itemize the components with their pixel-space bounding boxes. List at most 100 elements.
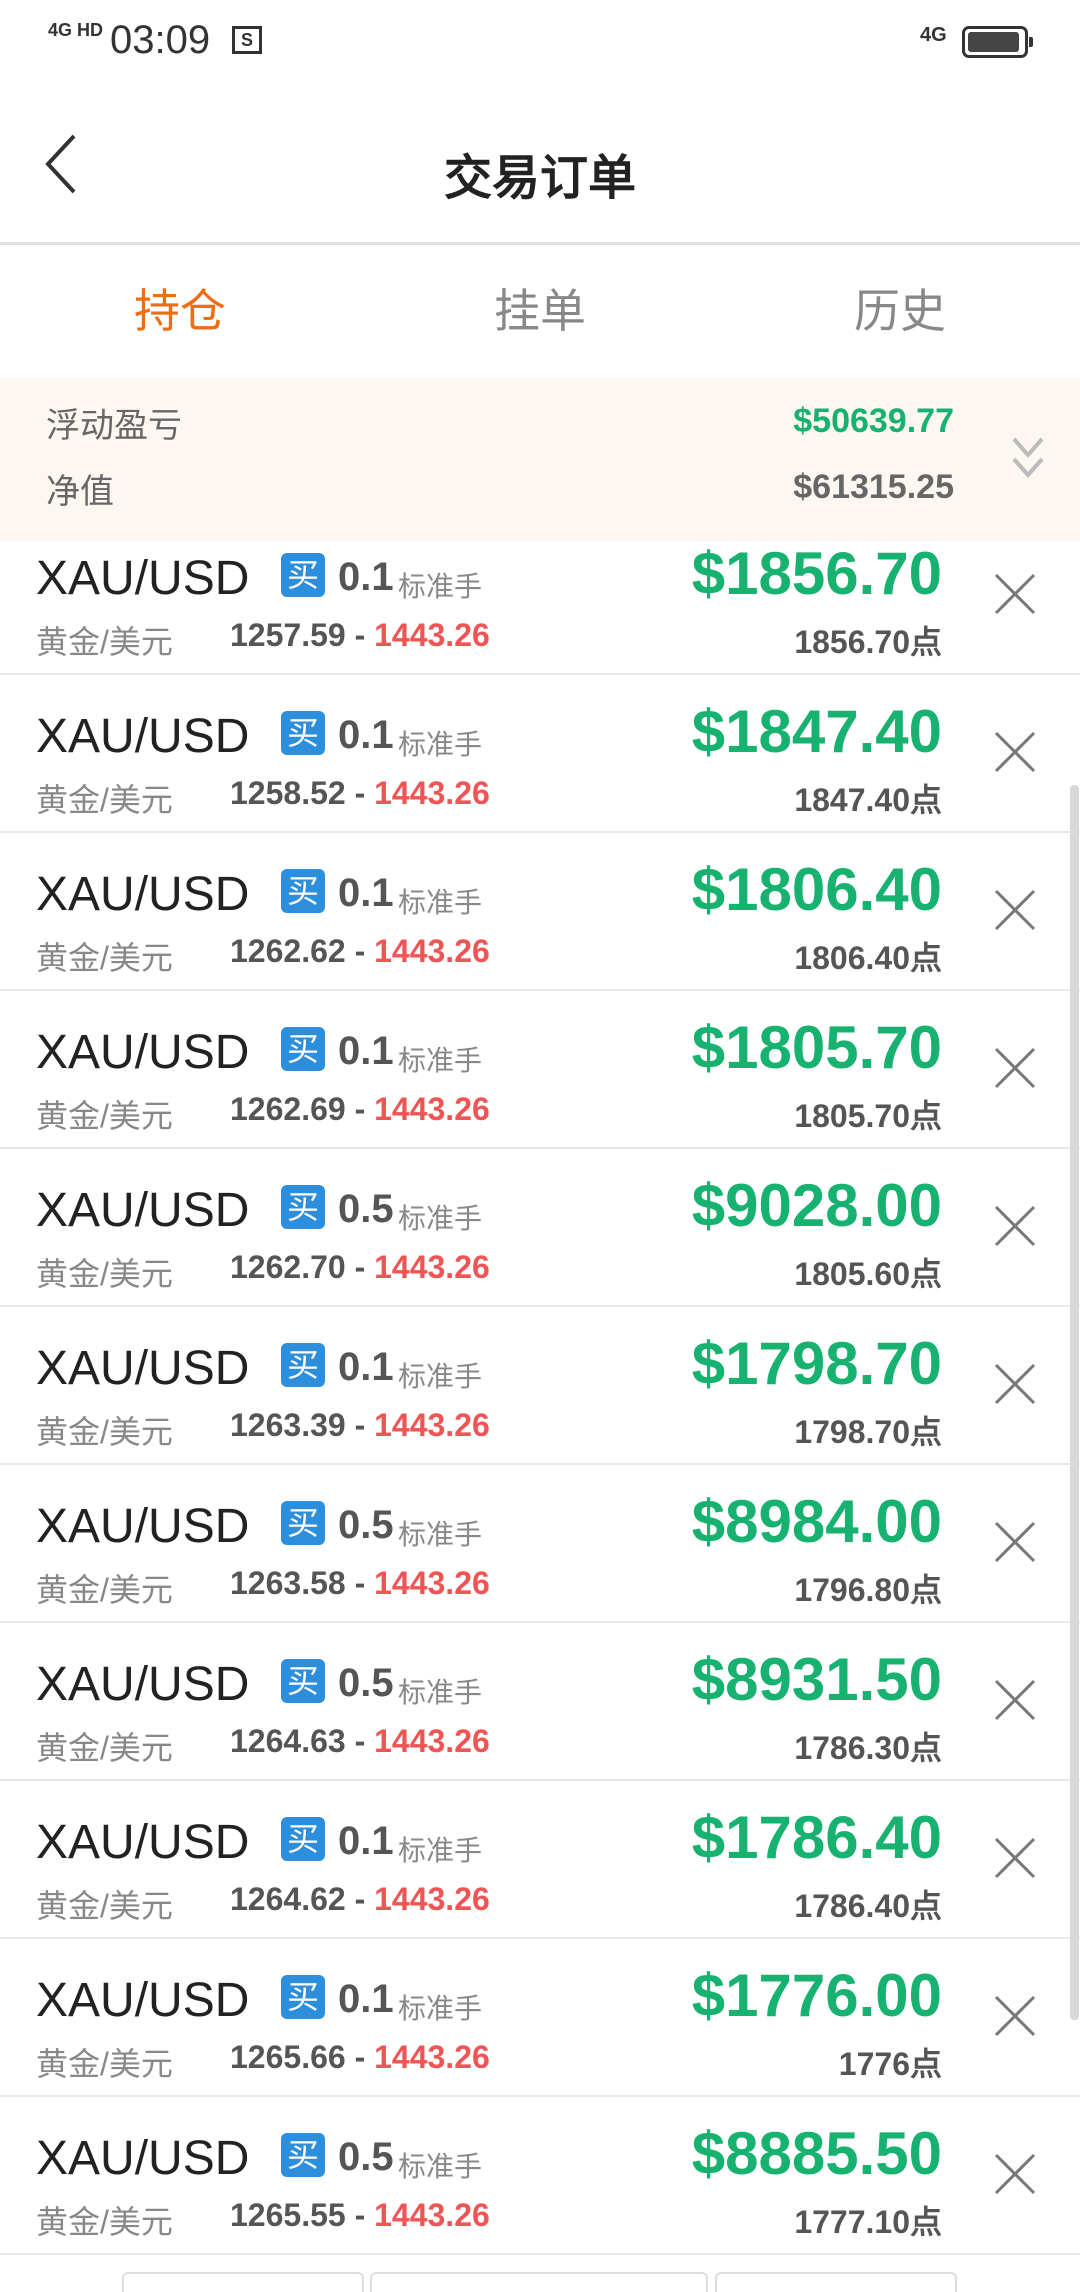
profit-value: $8931.50 [691,1646,942,1713]
signal-icon: 4G HD [48,20,104,40]
sim-icon: S [232,26,262,54]
bottom-button[interactable] [715,2272,957,2292]
floating-pnl-value: $50639.77 [793,402,954,440]
profit-value: $1776.00 [691,1962,942,2029]
instrument-name: 黄金/美元 [36,1256,173,1292]
close-icon[interactable] [992,1361,1038,1407]
lot-unit: 标准手 [398,571,483,602]
current-price: 1443.26 [374,1249,490,1285]
points: 1856.70点 [794,624,942,660]
profit-value: $9028.00 [691,1172,942,1239]
points: 1806.40点 [794,940,942,976]
buy-badge: 买 [281,1027,325,1071]
bottom-button[interactable] [122,2272,364,2292]
current-price: 1443.26 [374,1407,490,1443]
close-icon[interactable] [992,571,1038,617]
lots: 0.1 [338,1345,394,1389]
close-icon[interactable] [992,1045,1038,1091]
symbol: XAU/USD [36,1658,250,1711]
price-range: 1263.39 - 1443.26 [230,1407,490,1444]
position-row[interactable]: XAU/USD 买 0.5 标准手 黄金/美元 1263.58 - 1443.2… [0,1465,1080,1623]
tab-2[interactable]: 历史 [854,285,946,337]
lots: 0.1 [338,1029,394,1073]
lots: 0.1 [338,871,394,915]
profit-value: $1805.70 [691,1014,942,1081]
lot-unit: 标准手 [398,2151,483,2182]
separator: - [345,1091,375,1127]
tab-bar: 持仓 挂单 历史 [0,245,1080,378]
profit-value: $1847.40 [691,698,942,765]
close-icon[interactable] [992,1203,1038,1249]
lot-unit: 标准手 [398,1361,483,1392]
separator: - [345,2039,375,2075]
current-price: 1443.26 [374,933,490,969]
instrument-name: 黄金/美元 [36,940,173,976]
close-icon[interactable] [992,729,1038,775]
points: 1796.80点 [794,1572,942,1608]
symbol: XAU/USD [36,1974,250,2027]
symbol: XAU/USD [36,2132,250,2185]
price-range: 1265.55 - 1443.26 [230,2197,490,2234]
points: 1777.10点 [794,2204,942,2240]
lot-unit: 标准手 [398,1203,483,1234]
symbol: XAU/USD [36,552,250,605]
position-row[interactable]: XAU/USD 买 0.5 标准手 黄金/美元 1265.55 - 1443.2… [0,2097,1080,2255]
account-summary: 浮动盈亏 $50639.77 净值 $61315.25 [0,378,1080,541]
open-price: 1262.70 [230,1249,346,1285]
price-range: 1262.69 - 1443.26 [230,1091,490,1128]
instrument-name: 黄金/美元 [36,2046,173,2082]
instrument-name: 黄金/美元 [36,1730,173,1766]
position-row[interactable]: XAU/USD 买 0.1 标准手 黄金/美元 1258.52 - 1443.2… [0,675,1080,833]
current-price: 1443.26 [374,1723,490,1759]
symbol: XAU/USD [36,868,250,921]
bottom-actions [0,2272,1080,2292]
position-row[interactable]: XAU/USD 买 0.5 标准手 黄金/美元 1264.63 - 1443.2… [0,1623,1080,1781]
position-row[interactable]: XAU/USD 买 0.1 标准手 黄金/美元 1262.69 - 1443.2… [0,991,1080,1149]
tab-1[interactable]: 挂单 [494,285,586,337]
profit-value: $1786.40 [691,1804,942,1871]
separator: - [345,1407,375,1443]
current-price: 1443.26 [374,1565,490,1601]
instrument-name: 黄金/美元 [36,624,173,660]
double-chevron-down-icon[interactable] [1006,433,1050,483]
price-range: 1262.70 - 1443.26 [230,1249,490,1286]
position-row[interactable]: XAU/USD 买 0.1 标准手 黄金/美元 1265.66 - 1443.2… [0,1939,1080,2097]
open-price: 1265.55 [230,2197,346,2233]
price-range: 1262.62 - 1443.26 [230,933,490,970]
points: 1798.70点 [794,1414,942,1450]
tab-0[interactable]: 持仓 [134,285,226,337]
instrument-name: 黄金/美元 [36,1572,173,1608]
symbol: XAU/USD [36,1816,250,1869]
close-icon[interactable] [992,2151,1038,2197]
price-range: 1264.63 - 1443.26 [230,1723,490,1760]
points: 1847.40点 [794,782,942,818]
position-row[interactable]: XAU/USD 买 0.1 标准手 黄金/美元 1262.62 - 1443.2… [0,833,1080,991]
current-price: 1443.26 [374,2039,490,2075]
price-range: 1258.52 - 1443.26 [230,775,490,812]
close-icon[interactable] [992,1993,1038,2039]
close-icon[interactable] [992,1835,1038,1881]
chevron-left-icon[interactable] [40,132,84,196]
price-range: 1263.58 - 1443.26 [230,1565,490,1602]
bottom-button[interactable] [370,2272,708,2292]
close-icon[interactable] [992,1519,1038,1565]
separator: - [345,1565,375,1601]
position-row[interactable]: XAU/USD 买 0.1 标准手 黄金/美元 1263.39 - 1443.2… [0,1307,1080,1465]
current-price: 1443.26 [374,2197,490,2233]
lots: 0.5 [338,1187,394,1231]
position-row[interactable]: XAU/USD 买 0.1 标准手 黄金/美元 1264.62 - 1443.2… [0,1781,1080,1939]
lot-unit: 标准手 [398,1993,483,2024]
instrument-name: 黄金/美元 [36,2204,173,2240]
close-icon[interactable] [992,887,1038,933]
instrument-name: 黄金/美元 [36,1098,173,1134]
position-row[interactable]: XAU/USD 买 0.1 标准手 黄金/美元 1257.59 - 1443.2… [0,517,1080,675]
close-icon[interactable] [992,1677,1038,1723]
scrollbar[interactable] [1070,785,1079,2020]
lots: 0.1 [338,1977,394,2021]
points: 1805.60点 [794,1256,942,1292]
instrument-name: 黄金/美元 [36,1414,173,1450]
buy-badge: 买 [281,1185,325,1229]
open-price: 1262.69 [230,1091,346,1127]
position-row[interactable]: XAU/USD 买 0.5 标准手 黄金/美元 1262.70 - 1443.2… [0,1149,1080,1307]
buy-badge: 买 [281,1343,325,1387]
